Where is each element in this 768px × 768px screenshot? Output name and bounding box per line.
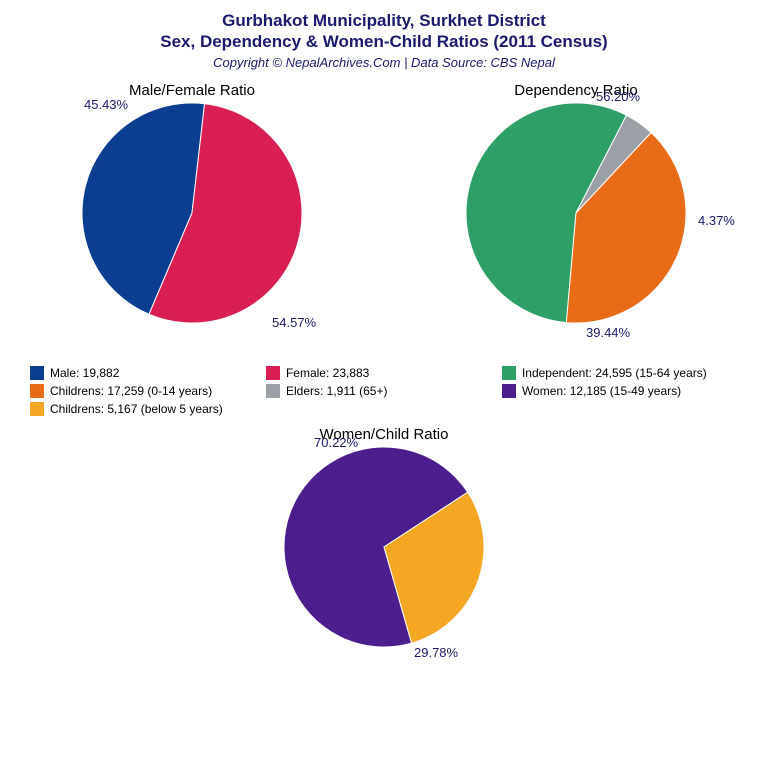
chart3-pie: 70.22%29.78% xyxy=(284,447,484,647)
legend-swatch xyxy=(30,384,44,398)
chart-women-child: Women/Child Ratio 70.22%29.78% xyxy=(204,426,564,647)
chart2-pie: 56.20%4.37%39.44% xyxy=(466,103,686,323)
page-subtitle: Copyright © NepalArchives.Com | Data Sou… xyxy=(0,55,768,70)
chart-male-female: Male/Female Ratio 45.43%54.57% xyxy=(12,82,372,362)
legend-label: Childrens: 17,259 (0-14 years) xyxy=(50,384,212,398)
chart1-pie: 45.43%54.57% xyxy=(82,103,302,323)
legend-label: Female: 23,883 xyxy=(286,366,369,380)
legend-item-4: Elders: 1,911 (65+) xyxy=(266,384,502,398)
legend-item-6: Childrens: 5,167 (below 5 years) xyxy=(30,402,266,416)
chart2-title: Dependency Ratio xyxy=(396,82,756,99)
page-title-line2: Sex, Dependency & Women-Child Ratios (20… xyxy=(0,31,768,52)
chart-dependency: Dependency Ratio 56.20%4.37%39.44% xyxy=(396,82,756,362)
legend-item-2: Independent: 24,595 (15-64 years) xyxy=(502,366,738,380)
page-title-line1: Gurbhakot Municipality, Surkhet District xyxy=(0,10,768,31)
legend-label: Childrens: 5,167 (below 5 years) xyxy=(50,402,223,416)
legend-item-3: Childrens: 17,259 (0-14 years) xyxy=(30,384,266,398)
legend-item-1: Female: 23,883 xyxy=(266,366,502,380)
legend-swatch xyxy=(266,366,280,380)
legend-label: Elders: 1,911 (65+) xyxy=(286,384,388,398)
slice-label-elders: 4.37% xyxy=(698,213,735,228)
slice-label-children5: 29.78% xyxy=(414,645,458,660)
legend-swatch xyxy=(266,384,280,398)
legend-label: Women: 12,185 (15-49 years) xyxy=(522,384,681,398)
chart3-title: Women/Child Ratio xyxy=(204,426,564,443)
top-charts-row: Male/Female Ratio 45.43%54.57% Dependenc… xyxy=(0,82,768,362)
legend-item-0: Male: 19,882 xyxy=(30,366,266,380)
slice-label-independent: 56.20% xyxy=(596,89,640,104)
slice-label-female: 54.57% xyxy=(272,315,316,330)
legend-swatch xyxy=(502,366,516,380)
legend: Male: 19,882 Female: 23,883 Independent: 2… xyxy=(0,362,768,420)
chart1-title: Male/Female Ratio xyxy=(12,82,372,99)
slice-label-children014: 39.44% xyxy=(586,325,630,340)
legend-item-5: Women: 12,185 (15-49 years) xyxy=(502,384,738,398)
slice-label-male: 45.43% xyxy=(84,97,128,112)
slice-label-women: 70.22% xyxy=(314,435,358,450)
legend-swatch xyxy=(30,402,44,416)
header: Gurbhakot Municipality, Surkhet District… xyxy=(0,0,768,74)
legend-swatch xyxy=(502,384,516,398)
legend-label: Male: 19,882 xyxy=(50,366,119,380)
legend-label: Independent: 24,595 (15-64 years) xyxy=(522,366,707,380)
legend-swatch xyxy=(30,366,44,380)
